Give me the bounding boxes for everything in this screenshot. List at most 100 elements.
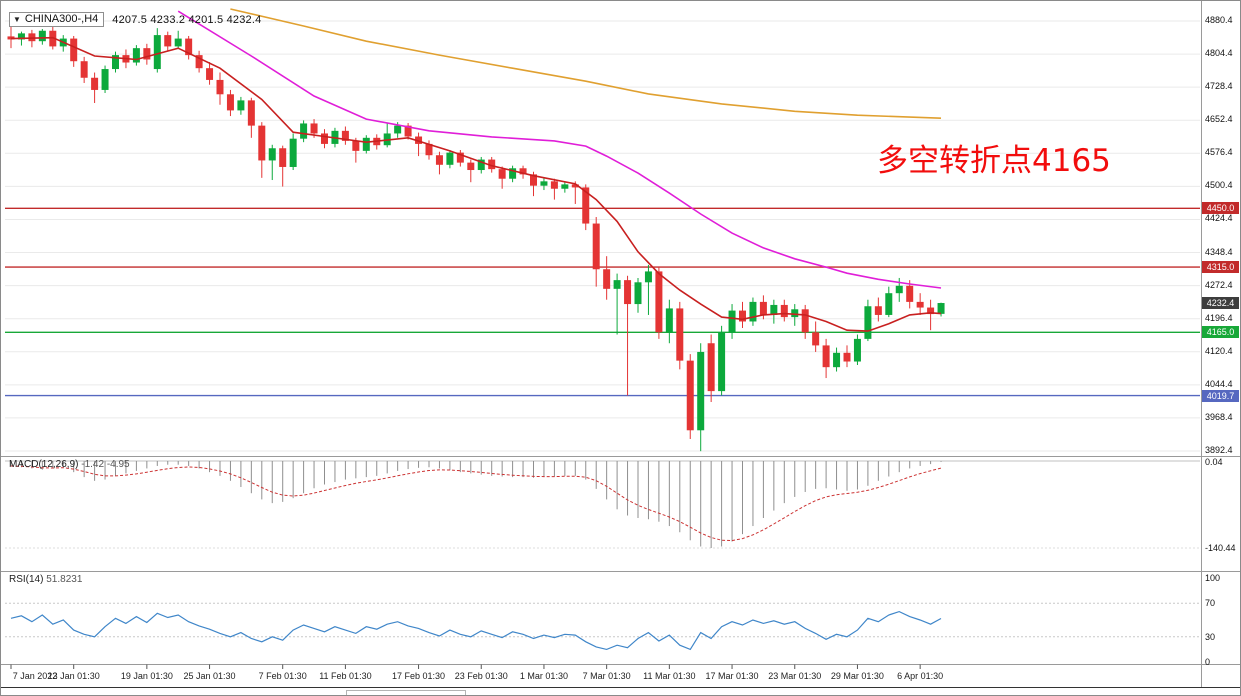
candle-body	[101, 69, 109, 90]
candle-body	[321, 133, 328, 144]
candle-body	[728, 310, 736, 333]
ma-line-slow-orange	[230, 8, 942, 119]
candle-body	[425, 143, 433, 156]
price-axis-label: 3968.4	[1205, 411, 1233, 422]
candle-body	[153, 35, 161, 70]
price-axis-label: 4576.4	[1205, 147, 1233, 158]
candle-body	[530, 174, 537, 186]
candle-body	[812, 332, 820, 346]
candle-body	[519, 168, 527, 175]
candle-body	[446, 152, 454, 165]
chart-header: ▼ CHINA300-,H4 4207.5 4233.2 4201.5 4232.…	[9, 12, 261, 27]
candle-body	[143, 48, 151, 60]
candle-body	[132, 48, 140, 63]
date-label: 19 Jan 01:30	[120, 671, 173, 681]
price-axis-label: 4424.4	[1205, 213, 1233, 224]
macd-scale-top: 0.04	[1205, 457, 1223, 467]
rsi-scale-label: 30	[1205, 631, 1216, 642]
candle-body	[697, 351, 705, 431]
candle-body	[91, 77, 99, 90]
candle-body	[561, 184, 569, 189]
candle-body	[237, 100, 245, 111]
horizontal-scrollbar-thumb[interactable]	[346, 690, 466, 695]
symbol-label: CHINA300-,H4	[24, 13, 99, 25]
candle-body	[843, 352, 851, 362]
rsi-scale-label: 100	[1205, 573, 1221, 583]
candle-body	[341, 130, 349, 141]
price-axis-label: 4272.4	[1205, 279, 1233, 290]
candle-body	[174, 38, 182, 47]
candle-body	[279, 148, 287, 167]
candle-body	[718, 332, 726, 392]
candle-body	[467, 162, 475, 171]
candle-body	[749, 301, 757, 322]
price-axis-label: 4500.4	[1205, 180, 1233, 191]
candle-body	[624, 280, 632, 305]
candle-body	[916, 301, 924, 308]
date-label: 23 Feb 01:30	[454, 671, 508, 681]
candle-body	[582, 187, 590, 224]
price-axis-label: 4804.4	[1205, 48, 1233, 59]
price-axis-label: 4348.4	[1205, 246, 1233, 257]
candle-body	[352, 140, 360, 151]
candle-body	[112, 55, 119, 70]
candle-body	[686, 360, 694, 431]
candle-body	[592, 223, 600, 270]
price-axis-label: 4120.4	[1205, 345, 1233, 356]
dropdown-arrow-icon[interactable]: ▼	[13, 14, 21, 24]
candle-body	[477, 159, 485, 171]
candle-body	[38, 30, 46, 42]
rsi-line	[10, 610, 942, 651]
date-label: 23 Mar 01:30	[768, 671, 822, 681]
candle-body	[300, 123, 308, 139]
date-label: 7 Feb 01:30	[258, 671, 307, 681]
candle-body	[415, 136, 423, 144]
candle-body	[164, 35, 172, 47]
candle-body	[206, 68, 214, 80]
ma-line-fast-red	[10, 36, 942, 332]
rsi-name: RSI(14)	[9, 574, 44, 585]
date-label: 13 Jan 01:30	[47, 671, 100, 681]
candle-body	[780, 304, 788, 318]
candle-body	[770, 304, 778, 315]
candle-body	[644, 271, 652, 283]
candle-body	[822, 345, 830, 368]
candle-body	[498, 169, 506, 179]
annotation-text: 多空转折点4165	[877, 143, 1111, 179]
candle-body	[404, 125, 412, 137]
candle-body	[874, 306, 882, 315]
candle-body	[394, 125, 402, 134]
candle-body	[550, 181, 558, 189]
date-label: 7 Jan 2022	[12, 671, 58, 681]
macd-scale-bottom: -140.44	[1205, 543, 1236, 553]
macd-indicator-label: MACD(12,26,9) -1.42 -4.95	[9, 459, 130, 470]
symbol-box[interactable]: ▼ CHINA300-,H4	[9, 12, 105, 27]
candle-body	[665, 308, 673, 333]
price-axis-label: 4044.4	[1205, 378, 1233, 389]
candle-body	[937, 303, 945, 314]
candle-body	[655, 271, 663, 333]
candle-body	[258, 125, 266, 161]
candle-body	[707, 343, 715, 392]
date-label: 11 Feb 01:30	[319, 671, 372, 681]
price-line-badge: 4165.0	[1202, 326, 1239, 339]
date-label: 11 Mar 01:30	[643, 671, 696, 681]
price-axis-label: 4652.4	[1205, 114, 1233, 125]
candle-body	[853, 338, 861, 362]
candle-body	[509, 168, 517, 179]
rsi-value: 51.8231	[46, 574, 83, 585]
candle-body	[310, 123, 318, 134]
candle-body	[268, 148, 276, 161]
date-label: 6 Apr 01:30	[897, 671, 944, 681]
candle-body	[833, 352, 841, 368]
candle-body	[226, 94, 234, 111]
candle-body	[864, 306, 872, 339]
candle-body	[540, 181, 548, 186]
candle-body	[362, 137, 370, 151]
candle-body	[488, 159, 496, 170]
price-line-badge: 4019.7	[1202, 389, 1239, 402]
candle-body	[895, 285, 903, 294]
candle-body	[289, 138, 297, 167]
